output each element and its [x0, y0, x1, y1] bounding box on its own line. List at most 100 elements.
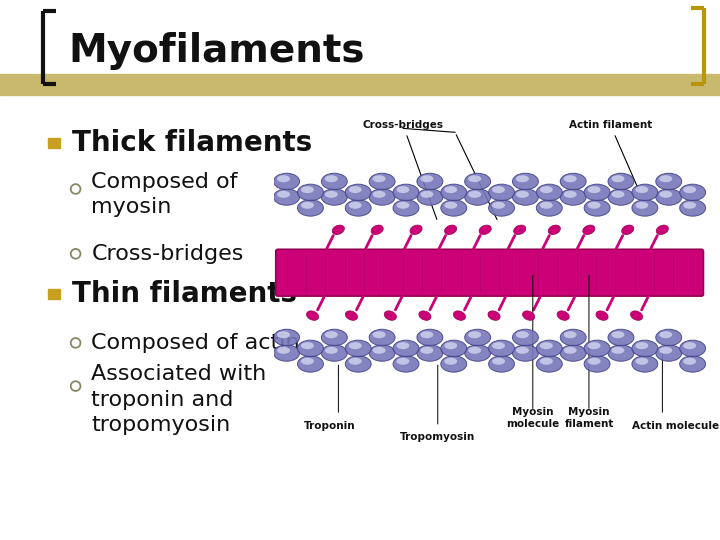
- Text: Cross-bridges: Cross-bridges: [363, 120, 444, 219]
- Ellipse shape: [582, 225, 595, 234]
- Ellipse shape: [346, 356, 372, 372]
- Ellipse shape: [444, 202, 457, 209]
- Ellipse shape: [468, 331, 481, 338]
- Ellipse shape: [680, 184, 706, 200]
- Ellipse shape: [369, 345, 395, 361]
- Ellipse shape: [488, 311, 500, 320]
- Ellipse shape: [464, 329, 490, 346]
- Ellipse shape: [371, 225, 383, 234]
- Ellipse shape: [274, 345, 300, 361]
- Ellipse shape: [397, 202, 410, 209]
- Ellipse shape: [420, 347, 433, 354]
- Ellipse shape: [301, 357, 314, 364]
- Ellipse shape: [373, 191, 386, 198]
- Ellipse shape: [632, 340, 658, 356]
- Ellipse shape: [611, 191, 624, 198]
- Ellipse shape: [441, 200, 467, 216]
- Ellipse shape: [321, 173, 347, 190]
- Ellipse shape: [417, 345, 443, 361]
- Ellipse shape: [489, 356, 515, 372]
- Ellipse shape: [683, 357, 696, 364]
- Ellipse shape: [635, 342, 648, 349]
- Ellipse shape: [632, 356, 658, 372]
- Ellipse shape: [588, 342, 600, 349]
- Ellipse shape: [656, 225, 668, 234]
- Ellipse shape: [608, 189, 634, 205]
- Ellipse shape: [373, 331, 386, 338]
- Ellipse shape: [277, 191, 290, 198]
- Ellipse shape: [489, 184, 515, 200]
- Ellipse shape: [444, 225, 456, 234]
- Ellipse shape: [454, 311, 466, 320]
- Ellipse shape: [369, 189, 395, 205]
- Ellipse shape: [492, 186, 505, 193]
- Ellipse shape: [441, 340, 467, 356]
- Ellipse shape: [584, 340, 610, 356]
- Ellipse shape: [297, 356, 323, 372]
- Ellipse shape: [631, 311, 643, 320]
- Ellipse shape: [523, 311, 535, 320]
- Ellipse shape: [680, 340, 706, 356]
- Ellipse shape: [489, 340, 515, 356]
- Ellipse shape: [621, 225, 634, 234]
- Ellipse shape: [321, 189, 347, 205]
- FancyBboxPatch shape: [276, 249, 703, 296]
- Ellipse shape: [397, 357, 410, 364]
- Ellipse shape: [420, 191, 433, 198]
- Ellipse shape: [332, 225, 344, 234]
- Ellipse shape: [635, 357, 648, 364]
- Text: Myofilaments: Myofilaments: [68, 32, 365, 70]
- Ellipse shape: [660, 191, 672, 198]
- Ellipse shape: [468, 175, 481, 182]
- Ellipse shape: [588, 202, 600, 209]
- Text: Actin molecule: Actin molecule: [631, 421, 719, 431]
- Ellipse shape: [660, 175, 672, 182]
- Ellipse shape: [564, 191, 577, 198]
- Ellipse shape: [325, 347, 338, 354]
- Ellipse shape: [516, 175, 529, 182]
- Ellipse shape: [464, 345, 490, 361]
- Text: Composed of
myosin: Composed of myosin: [91, 172, 238, 217]
- Ellipse shape: [274, 189, 300, 205]
- Ellipse shape: [321, 329, 347, 346]
- Ellipse shape: [608, 345, 634, 361]
- Ellipse shape: [301, 202, 314, 209]
- Ellipse shape: [479, 225, 491, 234]
- Ellipse shape: [373, 175, 386, 182]
- Ellipse shape: [611, 175, 624, 182]
- Ellipse shape: [513, 225, 526, 234]
- Text: Myosin
molecule: Myosin molecule: [506, 407, 559, 429]
- Ellipse shape: [536, 184, 562, 200]
- Ellipse shape: [560, 189, 586, 205]
- Ellipse shape: [584, 356, 610, 372]
- Ellipse shape: [348, 357, 361, 364]
- Ellipse shape: [297, 340, 323, 356]
- Ellipse shape: [301, 186, 314, 193]
- Ellipse shape: [536, 200, 562, 216]
- Ellipse shape: [564, 175, 577, 182]
- Ellipse shape: [419, 311, 431, 320]
- Ellipse shape: [536, 356, 562, 372]
- Ellipse shape: [656, 189, 682, 205]
- Ellipse shape: [611, 347, 624, 354]
- Ellipse shape: [444, 186, 457, 193]
- Ellipse shape: [513, 173, 539, 190]
- Ellipse shape: [420, 331, 433, 338]
- Ellipse shape: [277, 175, 290, 182]
- Ellipse shape: [346, 340, 372, 356]
- Ellipse shape: [277, 331, 290, 338]
- Ellipse shape: [513, 189, 539, 205]
- Text: Cross-bridges: Cross-bridges: [91, 244, 244, 264]
- Ellipse shape: [346, 311, 358, 320]
- Ellipse shape: [560, 345, 586, 361]
- Ellipse shape: [348, 202, 361, 209]
- Ellipse shape: [393, 184, 419, 200]
- Ellipse shape: [656, 173, 682, 190]
- Ellipse shape: [680, 356, 706, 372]
- Ellipse shape: [516, 191, 529, 198]
- Ellipse shape: [384, 311, 397, 320]
- Bar: [48, 138, 60, 148]
- Ellipse shape: [274, 329, 300, 346]
- Ellipse shape: [397, 186, 410, 193]
- Ellipse shape: [516, 331, 529, 338]
